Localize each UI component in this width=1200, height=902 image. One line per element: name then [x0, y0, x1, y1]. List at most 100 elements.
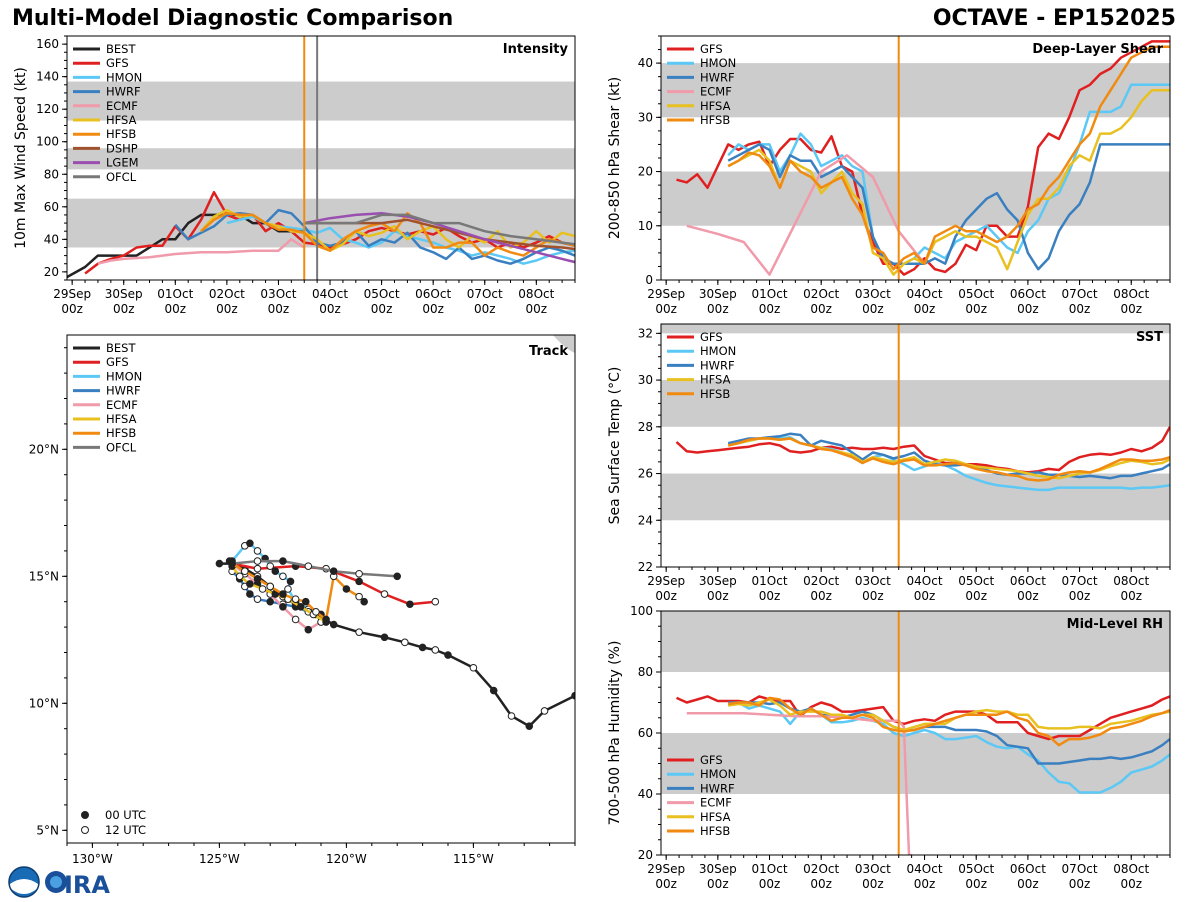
shear-xtick-label: 00z: [1017, 302, 1039, 316]
sst-legend-label-hfsa: HFSA: [700, 373, 731, 387]
intensity-line-ecmf: [97, 238, 305, 265]
storm-id-title: OCTAVE - EP152025: [932, 6, 1176, 31]
track-xtick-label: 125°W: [199, 852, 240, 866]
sst-xtick-label: 00z: [1069, 589, 1091, 603]
shear-band: [661, 171, 1170, 226]
sst-xtick-label: 00z: [862, 589, 884, 603]
shear-xtick-label: 00z: [914, 302, 936, 316]
sst-band: [661, 473, 1170, 521]
rh-xtick-label: 00z: [1017, 877, 1039, 891]
shear-xtick-label: 00z: [862, 302, 884, 316]
rh-xtick-label: 29Sep: [647, 862, 685, 876]
sst-xtick-label: 00z: [810, 589, 832, 603]
rh-line-hfsa: [728, 698, 1170, 732]
track-legend-label-best: BEST: [106, 341, 136, 355]
rh-legend-label-hwrf: HWRF: [700, 781, 735, 795]
shear-ytick-label: 20: [638, 165, 653, 179]
track-marker: [312, 608, 320, 616]
intensity-xtick-label: 00z: [268, 302, 290, 316]
rh-xtick-label: 04Oct: [907, 862, 943, 876]
sst-line-hwrf: [727, 432, 1170, 480]
sst-line-gfs: [675, 426, 1170, 474]
sst-ytick-label: 22: [638, 560, 653, 574]
track-marker: [304, 562, 313, 570]
track-marker: [258, 585, 267, 593]
shear-xtick-label: 03Oct: [855, 287, 891, 301]
sst-legend-label-gfs: GFS: [700, 330, 723, 344]
track-marker: [489, 686, 498, 695]
track-legend-label-hfsa: HFSA: [106, 412, 137, 426]
shear-xtick-label: 02Oct: [803, 287, 839, 301]
sst-xtick-label: 00z: [759, 589, 781, 603]
rh-xtick-label: 07Oct: [1062, 862, 1098, 876]
shear-title: Deep-Layer Shear: [1032, 42, 1163, 57]
sst-ytick-label: 32: [638, 326, 653, 340]
rh-xtick-label: 05Oct: [958, 862, 994, 876]
intensity-xtick-label: 06Oct: [415, 287, 451, 301]
track-legend-label-hmon: HMON: [106, 369, 142, 383]
shear-xtick-label: 05Oct: [958, 287, 994, 301]
shear-panel: 01020304029Sep00z30Sep00z01Oct00z02Oct00…: [607, 35, 1171, 316]
rh-xtick-label: 08Oct: [1113, 862, 1149, 876]
sst-xtick-label: 02Oct: [803, 574, 839, 588]
sst-xtick-label: 00z: [1017, 589, 1039, 603]
rh-xtick-label: 00z: [810, 877, 832, 891]
track-marker: [271, 567, 280, 576]
track-frame: [66, 334, 576, 844]
rh-ytick-label: 60: [638, 726, 653, 740]
track-marker: [266, 562, 275, 570]
sst-xtick-label: 08Oct: [1113, 574, 1149, 588]
intensity-line-gfs: [84, 190, 575, 275]
intensity-line-hfsb: [200, 212, 575, 257]
track-marker: [279, 602, 287, 611]
shear-line-hwrf: [727, 143, 1170, 271]
track-line-gfs: [231, 562, 436, 606]
intensity-series-group: [67, 190, 575, 279]
intensity-ylabel: 10m Max Wind Speed (kt): [13, 67, 29, 249]
shear-legend-label-ecmf: ECMF: [700, 85, 732, 99]
intensity-xtick-label: 02Oct: [209, 287, 245, 301]
intensity-xtick-label: 08Oct: [518, 287, 554, 301]
intensity-xtick-label: 00z: [216, 302, 238, 316]
noaa-cira-logo: IRA: [8, 866, 110, 899]
rh-xtick-label: 06Oct: [1010, 862, 1046, 876]
intensity-xtick-label: 29Sep: [53, 287, 91, 301]
intensity-band: [67, 148, 575, 170]
track-legend-label-hwrf: HWRF: [106, 384, 141, 398]
land-shape: [553, 335, 575, 353]
shear-xtick-label: 00z: [810, 302, 832, 316]
rh-ytick-label: 80: [638, 665, 653, 679]
shear-ytick-label: 40: [638, 56, 653, 70]
track-marker: [215, 559, 224, 568]
intensity-legend-label-gfs: GFS: [106, 56, 129, 70]
track-title: Track: [529, 344, 568, 359]
rh-xtick-label: 00z: [1069, 877, 1091, 891]
shear-line-hfsb: [727, 45, 1170, 271]
track-marker: [253, 547, 262, 555]
track-marker: [284, 585, 292, 593]
track-marker: [342, 585, 351, 593]
track-marker: [329, 620, 338, 629]
track-marker: [253, 575, 262, 583]
sst-band: [661, 380, 1170, 427]
track-legend-label-ecmf: ECMF: [106, 398, 138, 412]
track-marker: [469, 663, 478, 672]
intensity-xtick-label: 01Oct: [157, 287, 193, 301]
rh-line-hfsb: [728, 696, 1170, 747]
shear-xtick-label: 00z: [707, 302, 729, 316]
shear-xtick-label: 00z: [759, 302, 781, 316]
track-marker: [355, 628, 363, 636]
sst-line-hfsa: [727, 437, 1170, 480]
intensity-xtick-label: 00z: [422, 302, 444, 316]
track-xtick-label: 115°W: [453, 852, 494, 866]
track-xtick-label: 130°W: [72, 852, 113, 866]
sst-xtick-label: 29Sep: [647, 574, 685, 588]
track-marker: [246, 580, 254, 588]
shear-ytick-label: 30: [638, 110, 653, 124]
rh-ytick-label: 100: [630, 604, 653, 618]
track-marker: [279, 590, 287, 598]
rh-xtick-label: 00z: [707, 877, 729, 891]
rh-xtick-label: 30Sep: [699, 862, 737, 876]
sst-xtick-label: 00z: [914, 589, 936, 603]
intensity-ytick-label: 60: [44, 200, 59, 214]
